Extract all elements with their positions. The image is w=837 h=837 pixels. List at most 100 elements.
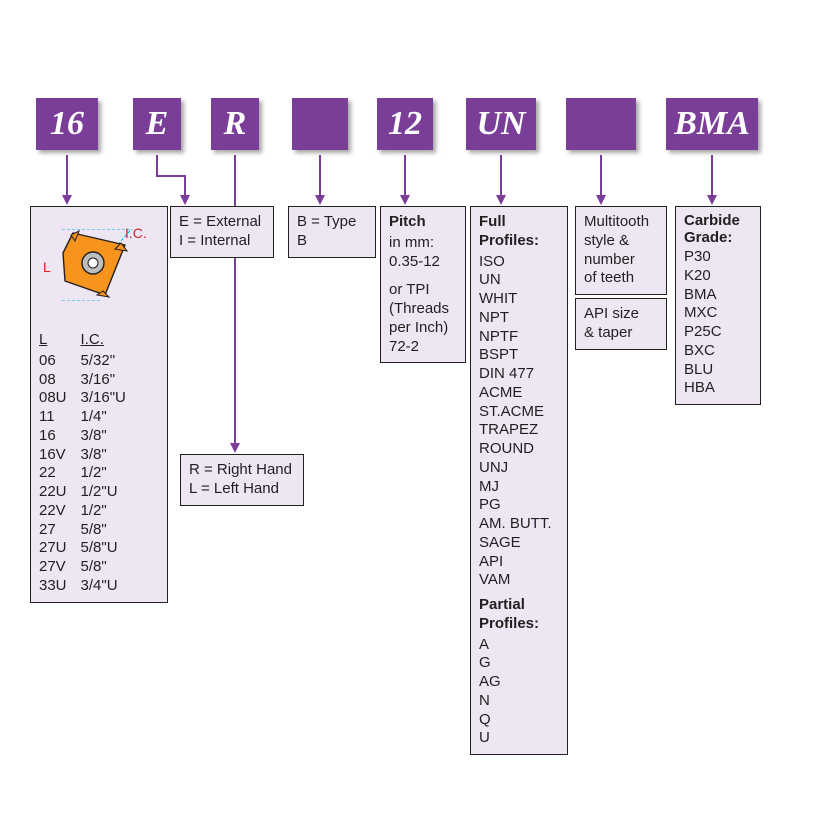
- g-7: HBA: [684, 379, 752, 398]
- arrow-BMA: [711, 155, 713, 197]
- pitch-l3: or TPI: [389, 281, 457, 300]
- l-5: 16V: [39, 446, 67, 465]
- fp-4: NPTF: [479, 328, 559, 347]
- fp-2: WHIT: [479, 290, 559, 309]
- fp-13: PG: [479, 496, 559, 515]
- api-l2: & taper: [584, 324, 658, 343]
- fp-11: UNJ: [479, 459, 559, 478]
- pp-5: U: [479, 729, 559, 748]
- arrow-head-16: [62, 195, 72, 205]
- ic-8: 1/2": [81, 502, 126, 521]
- arrow-head-B: [315, 195, 325, 205]
- g-6: BLU: [684, 361, 752, 380]
- insert-diagram: L I.C.: [39, 215, 159, 325]
- pitch-l1: in mm:: [389, 234, 457, 253]
- ic-11: 5/8": [81, 558, 126, 577]
- fp-9: TRAPEZ: [479, 421, 559, 440]
- insert-icon: [61, 229, 133, 301]
- pp-4: Q: [479, 711, 559, 730]
- l-12: 33U: [39, 577, 67, 596]
- l-6: 22: [39, 464, 67, 483]
- api-l1: API size: [584, 305, 658, 324]
- grade-hdr: Carbide Grade:: [684, 213, 752, 246]
- pitch-gap: [389, 271, 457, 281]
- arrow-head-UN: [496, 195, 506, 205]
- g-1: K20: [684, 267, 752, 286]
- code-badge-blank1: [292, 98, 348, 150]
- partial-hdr: Partial Profiles:: [479, 596, 559, 634]
- arrow-B: [319, 155, 321, 197]
- panel-pitch: Pitch in mm: 0.35-12 or TPI (Threads per…: [380, 206, 466, 363]
- panel-size: L I.C. L 06 08 08U 11 16 16V 22 22U 22V …: [30, 206, 168, 603]
- fp-3: NPT: [479, 309, 559, 328]
- panel-typeB: B = Type B: [288, 206, 376, 258]
- arrow-12: [404, 155, 406, 197]
- ic-12: 3/4"U: [81, 577, 126, 596]
- g-3: MXC: [684, 304, 752, 323]
- pp-1: G: [479, 654, 559, 673]
- R-line2: L = Left Hand: [189, 480, 295, 499]
- code-text-E: E: [146, 107, 169, 141]
- code-badge-E: E: [133, 98, 181, 150]
- arrow-E-v2: [184, 175, 186, 197]
- l-11: 27V: [39, 558, 67, 577]
- code-text-12: 12: [388, 107, 422, 141]
- arrow-E-v: [156, 155, 158, 175]
- ic-10: 5/8"U: [81, 539, 126, 558]
- pitch-l5: 72-2: [389, 338, 457, 357]
- arrow-head-R: [230, 443, 240, 453]
- panel-external-internal: E = External I = Internal: [170, 206, 274, 258]
- fp-10: ROUND: [479, 440, 559, 459]
- ic-4: 3/8": [81, 427, 126, 446]
- code-badge-BMA: BMA: [666, 98, 758, 150]
- size-hdr-L: L: [39, 331, 67, 350]
- pitch-l4b: per Inch): [389, 319, 457, 338]
- arrow-head-7: [596, 195, 606, 205]
- panel-profiles: Full Profiles: ISO UN WHIT NPT NPTF BSPT…: [470, 206, 568, 755]
- l-10: 27U: [39, 539, 67, 558]
- ic-2: 3/16"U: [81, 389, 126, 408]
- size-col-L: L 06 08 08U 11 16 16V 22 22U 22V 27 27U …: [39, 331, 67, 596]
- mt-l1: Multitooth: [584, 213, 658, 232]
- partial-list: A G AG N Q U: [479, 636, 559, 749]
- diagram-L-label: L: [43, 259, 51, 277]
- B-line1: B = Type B: [297, 213, 367, 251]
- arrow-R: [234, 155, 236, 445]
- fp-17: VAM: [479, 571, 559, 590]
- l-1: 08: [39, 371, 67, 390]
- mt-l2: style &: [584, 232, 658, 251]
- fp-15: SAGE: [479, 534, 559, 553]
- mt-l3: number: [584, 251, 658, 270]
- pp-0: A: [479, 636, 559, 655]
- pitch-hdr: Pitch: [389, 213, 457, 232]
- code-badge-blank2: [566, 98, 636, 150]
- g-4: P25C: [684, 323, 752, 342]
- fp-8: ST.ACME: [479, 403, 559, 422]
- pp-2: AG: [479, 673, 559, 692]
- ic-0: 5/32": [81, 352, 126, 371]
- ic-9: 5/8": [81, 521, 126, 540]
- arrow-head-BMA: [707, 195, 717, 205]
- ic-5: 3/8": [81, 446, 126, 465]
- mt-l4: of teeth: [584, 269, 658, 288]
- code-text-R: R: [224, 107, 247, 141]
- pp-3: N: [479, 692, 559, 711]
- l-3: 11: [39, 408, 67, 427]
- fp-14: AM. BUTT.: [479, 515, 559, 534]
- fp-5: BSPT: [479, 346, 559, 365]
- arrow-E-d: [156, 175, 184, 177]
- E-line2: I = Internal: [179, 232, 265, 251]
- fp-16: API: [479, 553, 559, 572]
- full-list: ISO UN WHIT NPT NPTF BSPT DIN 477 ACME S…: [479, 253, 559, 591]
- R-line1: R = Right Hand: [189, 461, 295, 480]
- fp-6: DIN 477: [479, 365, 559, 384]
- l-9: 27: [39, 521, 67, 540]
- arrow-16: [66, 155, 68, 197]
- l-0: 06: [39, 352, 67, 371]
- l-4: 16: [39, 427, 67, 446]
- full-hdr: Full Profiles:: [479, 213, 559, 251]
- code-badge-R: R: [211, 98, 259, 150]
- code-badge-16: 16: [36, 98, 98, 150]
- size-table: L 06 08 08U 11 16 16V 22 22U 22V 27 27U …: [39, 331, 159, 596]
- size-hdr-IC: I.C.: [81, 331, 126, 350]
